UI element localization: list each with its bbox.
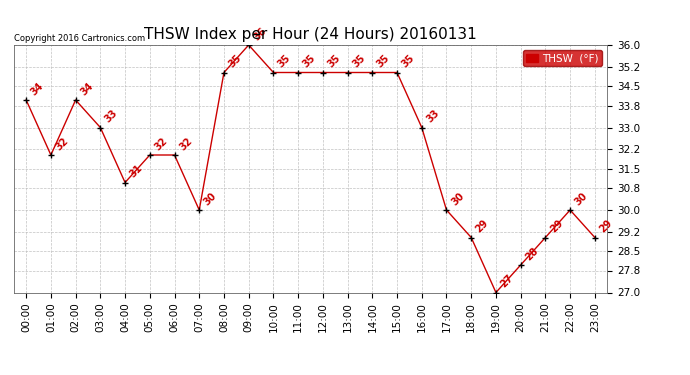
Text: 29: 29 [598,218,614,235]
Text: 30: 30 [449,190,466,207]
Text: 32: 32 [152,136,169,152]
Text: 35: 35 [301,53,317,70]
Text: Copyright 2016 Cartronics.com: Copyright 2016 Cartronics.com [14,33,146,42]
Text: 34: 34 [79,81,95,97]
Text: 36: 36 [251,26,268,42]
Text: 27: 27 [499,273,515,290]
Text: 35: 35 [400,53,417,70]
Text: 30: 30 [202,190,219,207]
Title: THSW Index per Hour (24 Hours) 20160131: THSW Index per Hour (24 Hours) 20160131 [144,27,477,42]
Text: 33: 33 [103,108,120,125]
Text: 30: 30 [573,190,589,207]
Text: 35: 35 [227,53,244,70]
Text: 28: 28 [524,246,540,262]
Text: 31: 31 [128,163,144,180]
Text: 33: 33 [424,108,441,125]
Text: 34: 34 [29,81,46,97]
Text: 29: 29 [548,218,565,235]
Text: 35: 35 [375,53,392,70]
Text: 35: 35 [326,53,342,70]
Text: 35: 35 [351,53,367,70]
Text: 32: 32 [177,136,194,152]
Text: 32: 32 [54,136,70,152]
Text: 29: 29 [474,218,491,235]
Text: 35: 35 [276,53,293,70]
Legend: THSW  (°F): THSW (°F) [522,50,602,66]
